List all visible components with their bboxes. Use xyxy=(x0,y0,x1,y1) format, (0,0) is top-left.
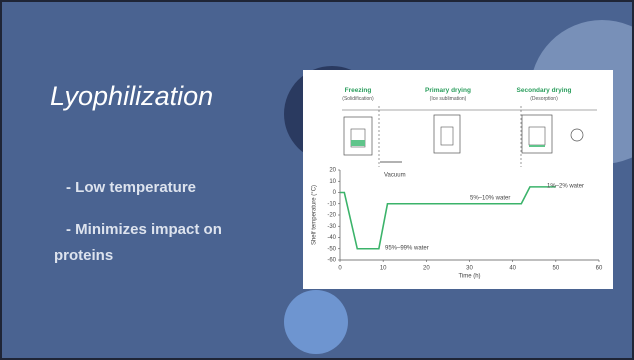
x-tick-label: 50 xyxy=(552,266,559,272)
y-axis-label: Shelf temperature (°C) xyxy=(312,185,318,245)
phase-title: Secondary drying xyxy=(517,87,572,94)
phase-subtitle: (Solidification) xyxy=(342,96,374,102)
title: Lyophilization xyxy=(50,81,213,111)
x-axis-label: Time (h) xyxy=(458,274,480,280)
y-tick-label: -60 xyxy=(327,258,336,264)
y-tick-label: -10 xyxy=(327,201,336,207)
y-tick-label: 20 xyxy=(329,168,336,174)
chart-image xyxy=(303,70,613,289)
phase-subtitle: (Ice sublimation) xyxy=(430,96,467,102)
x-tick-label: 60 xyxy=(596,266,603,272)
slide: Lyophilization - Low temperature - Minim… xyxy=(0,0,634,360)
phase-title: Primary drying xyxy=(425,87,471,94)
x-tick-label: 40 xyxy=(509,266,516,272)
product xyxy=(351,140,365,146)
annotation: 1%–2% water xyxy=(547,184,584,190)
product xyxy=(529,145,545,147)
phase-title: Freezing xyxy=(345,87,372,94)
y-tick-label: -50 xyxy=(327,246,336,252)
bullet: - Low temperature xyxy=(66,179,196,196)
bullet: - Minimizes impact on proteins xyxy=(54,217,284,269)
y-tick-label: -30 xyxy=(327,224,336,230)
canvas: Lyophilization - Low temperature - Minim… xyxy=(2,2,632,358)
annotation: Vacuum xyxy=(384,173,406,179)
phase-subtitle: (Desorption) xyxy=(530,96,558,102)
x-tick-label: 20 xyxy=(423,266,430,272)
x-tick-label: 10 xyxy=(380,266,387,272)
annotation: 95%–99% water xyxy=(385,246,429,252)
x-tick-label: 30 xyxy=(466,266,473,272)
annotation: 5%–10% water xyxy=(470,196,510,202)
y-tick-label: -40 xyxy=(327,235,336,241)
deco-circle xyxy=(284,290,348,354)
y-tick-label: 10 xyxy=(329,179,336,185)
y-tick-label: -20 xyxy=(327,213,336,219)
bullet-box: - Minimizes impact on proteins xyxy=(54,217,284,277)
